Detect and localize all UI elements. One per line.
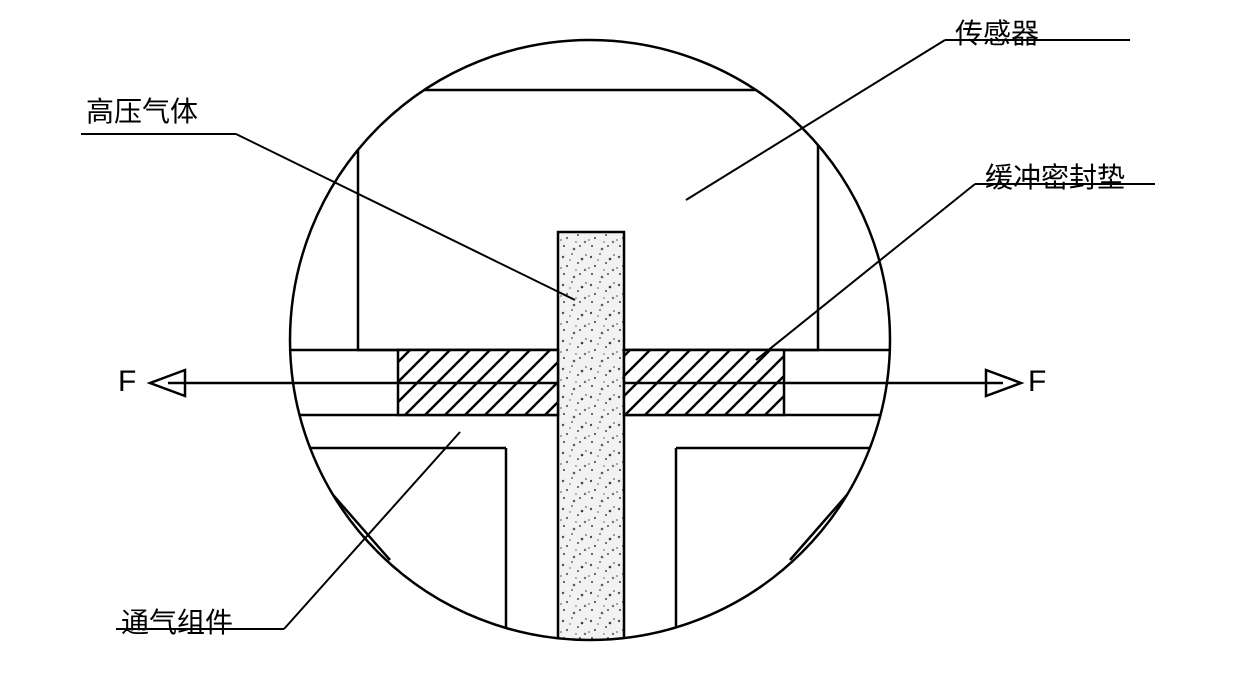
leader-vent — [284, 432, 460, 629]
label-force-right: F — [1028, 365, 1046, 399]
leader-gas — [236, 134, 575, 300]
diagram-content — [290, 90, 890, 673]
leader-seal — [756, 184, 975, 360]
label-sensor: 传感器 — [955, 12, 1039, 52]
diagram-container: 传感器 高压气体 缓冲密封垫 通气组件 F F — [0, 0, 1240, 673]
label-gas: 高压气体 — [86, 90, 198, 130]
gas-channel — [558, 232, 624, 673]
label-vent: 通气组件 — [121, 601, 233, 641]
label-force-left: F — [118, 365, 136, 399]
label-seal: 缓冲密封垫 — [985, 156, 1125, 196]
leader-sensor — [686, 40, 945, 200]
